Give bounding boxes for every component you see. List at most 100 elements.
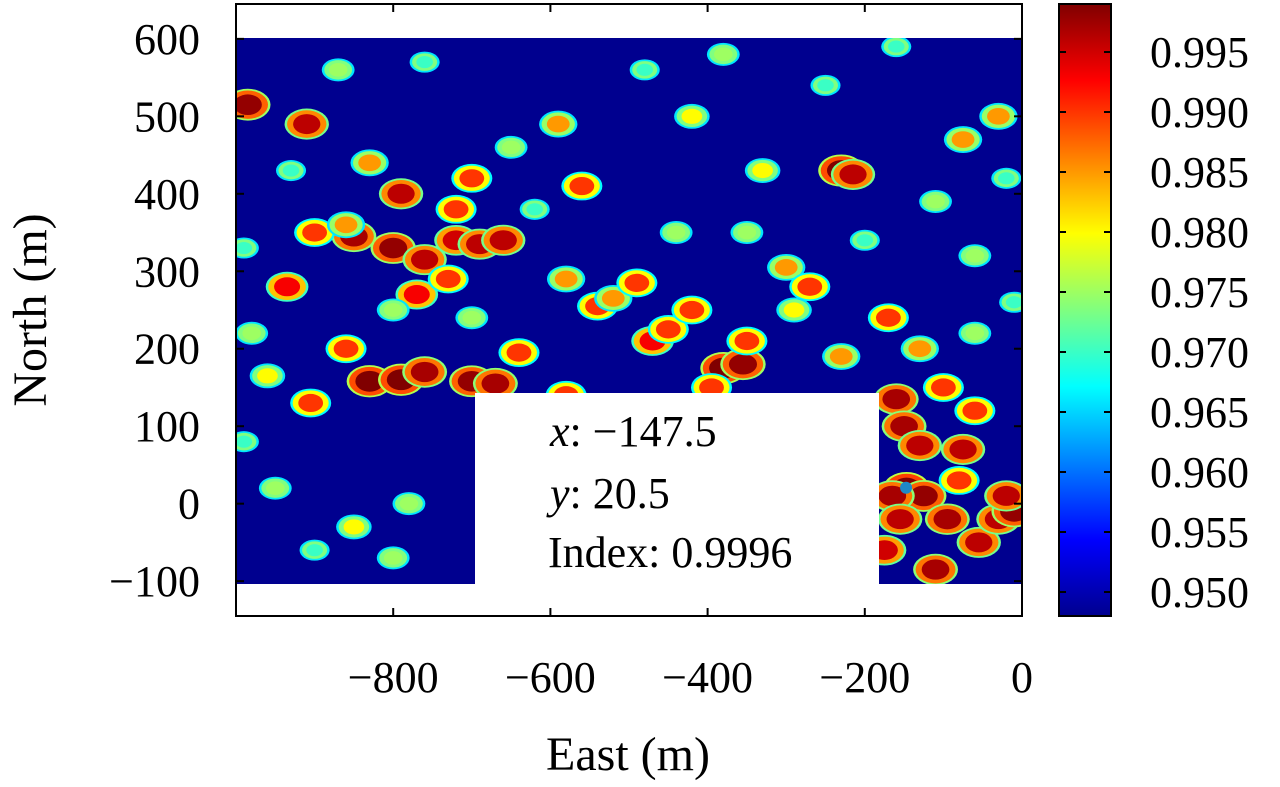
heatmap-blob: [1005, 296, 1022, 309]
heatmap-blob: [774, 259, 798, 276]
datatip-marker[interactable]: [900, 481, 913, 494]
heatmap-blob: [569, 176, 595, 196]
datatip-y-key: y: [546, 469, 570, 518]
heatmap-blob: [274, 277, 301, 297]
heatmap-blob: [906, 435, 934, 456]
heatmap-blob: [293, 114, 321, 135]
heatmap-blob: [443, 200, 469, 219]
heatmap-blob: [334, 216, 358, 234]
heatmap-blob: [921, 559, 950, 580]
heatmap-blob: [886, 509, 914, 530]
y-tick-label: 100: [134, 402, 200, 451]
heatmap-blob: [411, 249, 439, 270]
colorbar-tick-label: 0.980: [1150, 208, 1249, 257]
colorbar-tick-label: 0.985: [1150, 148, 1249, 197]
heatmap-blob: [383, 303, 403, 317]
heatmap-blob: [526, 203, 543, 216]
heatmap-blob: [282, 164, 300, 177]
heatmap-blob: [839, 164, 867, 185]
heatmap-blob: [933, 509, 962, 530]
heatmap-blob: [236, 94, 262, 116]
heatmap-blob: [728, 353, 758, 375]
colorbar-frame: [1058, 3, 1112, 617]
heatmap-blob: [737, 225, 757, 240]
heatmap-blob: [489, 230, 517, 251]
heatmap-blob: [257, 368, 278, 384]
heatmap-blob: [875, 308, 901, 327]
heatmap-blob: [992, 485, 1020, 506]
heatmap-blob: [666, 225, 686, 240]
heatmap-blob: [298, 393, 324, 413]
heatmap-blob: [882, 388, 911, 410]
colorbar-tick-label: 0.950: [1150, 568, 1249, 617]
heatmap-blob: [236, 241, 253, 255]
datatip-x-line: x: −147.5: [549, 407, 717, 456]
heatmap-blob: [783, 302, 805, 318]
colorbar-tick-label: 0.960: [1150, 448, 1249, 497]
colorbar-tick-label: 0.975: [1150, 268, 1249, 317]
datatip-y-value: 20.5: [593, 469, 670, 518]
heatmap-blob: [302, 223, 327, 242]
heatmap-blob: [931, 378, 956, 397]
plot-area: [236, 4, 1022, 616]
heatmap-blob: [829, 348, 853, 365]
heatmap-blob: [355, 370, 384, 392]
heatmap-blob: [265, 481, 285, 496]
x-tick-label: 0: [1011, 653, 1033, 702]
datatip-x-key: x: [549, 407, 570, 456]
datatip-box: [475, 393, 879, 591]
heatmap-blob: [506, 343, 532, 362]
heatmap-blob: [965, 248, 985, 263]
x-tick-label: −400: [662, 653, 753, 702]
heatmap-blob: [856, 234, 874, 247]
heatmap-blob: [998, 172, 1015, 185]
y-axis: −100 0 100 200 300 400 500 600: [109, 15, 1022, 606]
y-tick-label: 200: [134, 325, 200, 374]
colorbar-tick-label: 0.970: [1150, 328, 1249, 377]
y-tick-label: 500: [134, 92, 200, 141]
x-tick-label: −800: [348, 653, 439, 702]
heatmap-blob: [962, 401, 988, 420]
heatmap-blob: [890, 416, 918, 437]
datatip-x-value: −147.5: [593, 407, 717, 456]
colorbar-tick-label: 0.990: [1150, 88, 1249, 137]
heatmap-blob: [987, 107, 1010, 125]
heatmap-blob: [236, 435, 253, 448]
colorbar-tick-label: 0.995: [1150, 28, 1249, 77]
heatmap-blob: [379, 237, 408, 259]
heatmap-blob: [681, 108, 703, 124]
x-axis-label: East (m): [546, 728, 710, 781]
heatmap-blob: [601, 290, 625, 307]
heatmap-blob: [908, 340, 932, 358]
heatmap-blob: [817, 79, 834, 92]
heatmap-blob: [636, 63, 653, 76]
heatmap-blob: [333, 339, 359, 358]
colorbar-ticks: 0.950 0.955 0.960 0.965 0.970 0.975 0.980 0.985…: [1059, 28, 1249, 617]
heatmap-blob: [714, 47, 733, 62]
y-tick-label: 300: [134, 247, 200, 296]
heatmap-blob: [416, 56, 433, 69]
y-axis-label: North (m): [4, 213, 57, 406]
heatmap-blob: [383, 551, 403, 565]
heatmap-blob: [343, 519, 365, 535]
heatmap-blob: [951, 131, 975, 148]
heatmap-blob: [399, 496, 419, 511]
heatmap-blob: [655, 320, 681, 339]
x-axis: −800 −600 −400 −200 0: [348, 4, 1033, 702]
heatmap-blob: [909, 485, 938, 507]
heatmap-blob: [926, 194, 945, 209]
heatmap-blob: [546, 115, 570, 133]
colorbar-tick-label: 0.955: [1150, 508, 1249, 557]
heatmap-blob: [699, 378, 724, 397]
heatmap-blob: [949, 439, 977, 460]
datatip[interactable]: x: −147.5 y: 20.5 Index: 0.9996: [475, 393, 913, 591]
heatmap-blob: [797, 277, 823, 296]
colorbar-gradient: [1059, 4, 1111, 616]
heatmap-blob: [878, 485, 907, 507]
heatmap-blob: [679, 300, 705, 320]
heatmap-blob: [501, 140, 521, 155]
heatmap-blob: [734, 331, 760, 351]
heatmap-blob: [965, 326, 985, 341]
heatmap-blob: [403, 284, 430, 305]
